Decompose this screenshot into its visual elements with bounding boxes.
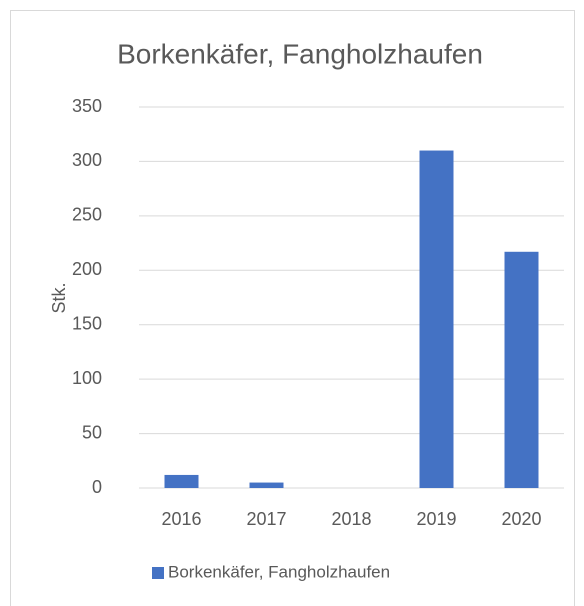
y-tick-label: 150 <box>72 313 102 333</box>
x-tick-label: 2019 <box>416 509 456 529</box>
y-tick-label: 350 <box>72 96 102 116</box>
y-tick-label: 50 <box>82 422 102 442</box>
bar <box>419 150 454 489</box>
x-tick-label: 2018 <box>331 509 371 529</box>
y-tick-label: 200 <box>72 259 102 279</box>
y-tick-label: 0 <box>92 477 102 497</box>
legend-label: Borkenkäfer, Fangholzhaufen <box>168 562 390 581</box>
chart-title: Borkenkäfer, Fangholzhaufen <box>117 38 483 69</box>
legend-swatch <box>152 567 164 579</box>
y-tick-label: 100 <box>72 368 102 388</box>
x-tick-label: 2016 <box>161 509 201 529</box>
y-axis-label: Stk. <box>49 282 69 313</box>
bar <box>249 482 284 488</box>
x-tick-label: 2017 <box>246 509 286 529</box>
chart-frame <box>10 10 575 606</box>
x-tick-label: 2020 <box>501 509 541 529</box>
bar <box>164 474 199 488</box>
bar <box>504 251 539 488</box>
y-tick-label: 300 <box>72 150 102 170</box>
y-tick-label: 250 <box>72 205 102 225</box>
